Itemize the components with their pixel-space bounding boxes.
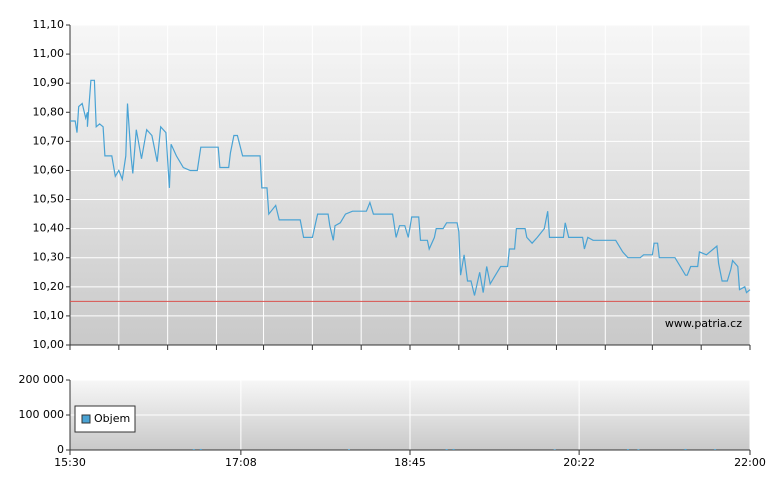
volume-bar — [445, 449, 448, 450]
y-tick-label: 0 — [57, 443, 64, 456]
x-tick-label: 17:08 — [225, 456, 257, 469]
x-tick-label: 20:22 — [563, 456, 595, 469]
volume-bar — [347, 449, 350, 450]
legend-label: Objem — [94, 412, 130, 425]
x-tick-label: 18:45 — [394, 456, 426, 469]
y-tick-label: 11,10 — [33, 18, 65, 31]
x-tick-label: 15:30 — [54, 456, 86, 469]
volume-bar — [553, 449, 556, 450]
volume-bar — [714, 449, 717, 450]
volume-bar — [637, 449, 640, 450]
watermark: www.patria.cz — [665, 317, 742, 330]
volume-bar — [452, 448, 455, 450]
price-line — [70, 79, 751, 296]
volume-bar — [199, 448, 202, 450]
volume-bar — [626, 449, 629, 450]
y-tick-label: 10,40 — [33, 222, 65, 235]
volume-bar — [684, 448, 687, 450]
legend-swatch — [81, 414, 91, 424]
volume-bar — [192, 449, 195, 450]
y-tick-label: 10,20 — [33, 280, 65, 293]
y-tick-label: 100 000 — [19, 408, 65, 421]
y-tick-label: 11,00 — [33, 47, 65, 60]
y-tick-label: 200 000 — [19, 373, 65, 386]
y-tick-label: 10,30 — [33, 251, 65, 264]
y-tick-label: 10,00 — [33, 338, 65, 351]
y-tick-label: 10,80 — [33, 105, 65, 118]
y-tick-label: 10,10 — [33, 309, 65, 322]
layer — [69, 24, 751, 451]
y-tick-label: 10,90 — [33, 76, 65, 89]
y-tick-label: 10,60 — [33, 163, 65, 176]
x-tick-label: 22:00 — [734, 456, 766, 469]
y-tick-label: 10,50 — [33, 193, 65, 206]
y-tick-label: 10,70 — [33, 134, 65, 147]
